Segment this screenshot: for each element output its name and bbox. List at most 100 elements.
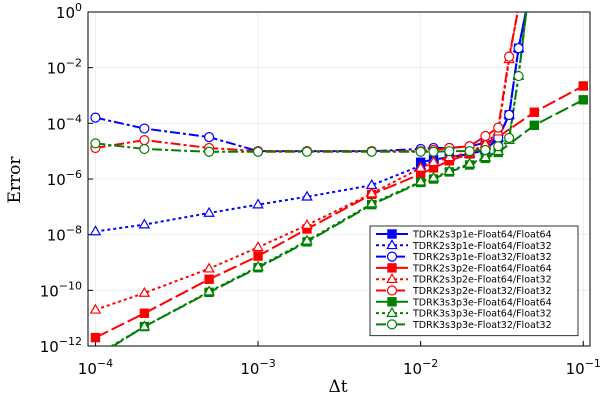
y-tick-label-exponent: −10 xyxy=(59,279,82,292)
series-8-marker xyxy=(443,165,456,176)
legend-label: TDRK2s3p2e-Float64/Float32 xyxy=(412,275,552,286)
series-9-marker xyxy=(480,144,491,156)
series-9-marker xyxy=(252,146,264,157)
series-9-marker xyxy=(415,146,426,157)
series-9-marker xyxy=(203,146,215,157)
series-8-marker xyxy=(463,157,476,168)
y-tick-label-exponent: −6 xyxy=(66,168,82,181)
legend-label: TDRK2s3p2e-Float64/Float64 xyxy=(412,263,552,274)
y-tick-label-exponent: −4 xyxy=(66,112,82,125)
series-4-marker xyxy=(529,107,540,117)
series-5-marker xyxy=(427,156,440,167)
series-4-marker xyxy=(253,251,263,261)
y-tick-label: 10−6 xyxy=(47,168,82,189)
series-3-marker xyxy=(90,112,101,123)
x-tick-label-base: 10 xyxy=(240,360,259,378)
legend-label: TDRK3s3p3e-Float64/Float64 xyxy=(412,297,552,308)
series-9-marker xyxy=(513,70,524,82)
y-tick-label: 10−8 xyxy=(47,224,82,245)
series-8-marker xyxy=(252,260,264,271)
y-tick-label-base: 10 xyxy=(47,60,66,78)
series-5-marker xyxy=(89,303,102,314)
markers-group xyxy=(89,42,588,343)
series-9-marker xyxy=(428,146,439,157)
y-tick-label-exponent: −12 xyxy=(59,335,82,348)
series-8-marker xyxy=(414,175,427,186)
series-6-marker xyxy=(139,134,150,146)
series-8-marker xyxy=(479,151,492,162)
legend-marker xyxy=(386,239,398,250)
x-tick-label-exponent: −4 xyxy=(97,357,113,370)
y-axis-title: Error xyxy=(5,156,25,204)
series-8-marker xyxy=(138,320,151,331)
series-3-marker xyxy=(203,132,215,143)
series-9-marker xyxy=(139,143,150,155)
series-9-marker xyxy=(90,138,101,149)
series-5-marker xyxy=(414,161,427,172)
series-4-marker xyxy=(90,332,101,343)
series-8-marker xyxy=(203,285,215,296)
series-5-marker xyxy=(365,187,378,198)
series-8-marker xyxy=(427,171,440,182)
series-9-marker xyxy=(301,146,313,157)
series-2-marker xyxy=(301,190,313,201)
series-5-marker xyxy=(138,286,151,297)
series-8-marker xyxy=(365,197,378,208)
y-tick-label-base: 10 xyxy=(47,227,66,245)
y-tick-label-exponent: −2 xyxy=(66,57,82,70)
legend-marker xyxy=(386,285,398,296)
y-tick-label-base: 10 xyxy=(40,338,59,356)
series-2-marker xyxy=(203,206,215,217)
series-2-marker xyxy=(89,225,102,236)
legend-marker xyxy=(387,297,397,307)
x-tick-label-exponent: −1 xyxy=(585,357,600,370)
legend-marker xyxy=(387,229,397,239)
series-5-marker xyxy=(443,151,456,162)
x-tick-label-base: 10 xyxy=(403,360,422,378)
x-tick-label: 10−3 xyxy=(240,357,275,378)
series-2-marker xyxy=(252,198,264,209)
series-3-marker xyxy=(139,123,150,134)
y-tick-label: 100 xyxy=(56,1,82,22)
x-tick-label-base: 10 xyxy=(78,360,97,378)
x-axis-title: Δt xyxy=(328,377,347,397)
y-tick-label: 10−12 xyxy=(40,335,82,356)
y-tick-label-exponent: 0 xyxy=(75,1,82,14)
series-3-marker xyxy=(513,43,524,54)
series-9-marker xyxy=(444,146,455,157)
x-tick-label-exponent: −3 xyxy=(259,357,275,370)
legend-marker xyxy=(386,306,398,317)
y-tick-label-base: 10 xyxy=(47,115,66,133)
series-8-marker xyxy=(301,234,313,245)
series-5-marker xyxy=(252,241,264,252)
series-9-marker xyxy=(493,141,504,152)
legend-label: TDRK2s3p1e-Float64/Float32 xyxy=(412,241,552,252)
series-9-marker xyxy=(366,146,377,157)
x-tick-label-exponent: −2 xyxy=(422,357,438,370)
y-tick-label-base: 10 xyxy=(56,4,75,22)
series-6-marker xyxy=(480,130,491,142)
x-tick-label: 10−2 xyxy=(403,357,438,378)
series-5-marker xyxy=(301,218,313,229)
series-line-3 xyxy=(95,12,527,153)
series-3-marker xyxy=(504,109,515,121)
legend-label: TDRK3s3p3e-Float64/Float32 xyxy=(412,309,552,320)
series-7-marker xyxy=(578,95,588,105)
legend-label: TDRK2s3p2e-Float32/Float32 xyxy=(412,286,552,297)
axes: 10−4 10−3 10−2 10−110−1210−1010−810−610−410… xyxy=(40,1,600,378)
series-6-marker xyxy=(493,122,504,133)
y-tick-label-base: 10 xyxy=(40,282,59,300)
legend-box xyxy=(369,225,579,337)
y-tick-label: 10−2 xyxy=(47,57,82,78)
series-7-marker xyxy=(529,120,540,130)
x-tick-label-base: 10 xyxy=(566,360,585,378)
y-tick-label-exponent: −8 xyxy=(66,224,82,237)
legend-label: TDRK2s3p1e-Float64/Float64 xyxy=(412,230,552,241)
series-9-marker xyxy=(464,146,475,157)
series-5-marker xyxy=(203,262,215,273)
y-tick-label: 10−10 xyxy=(40,279,82,300)
legend-label: TDRK3s3p3e-Float32/Float32 xyxy=(412,320,552,331)
series-4-marker xyxy=(139,308,150,318)
series-6-marker xyxy=(504,51,515,62)
